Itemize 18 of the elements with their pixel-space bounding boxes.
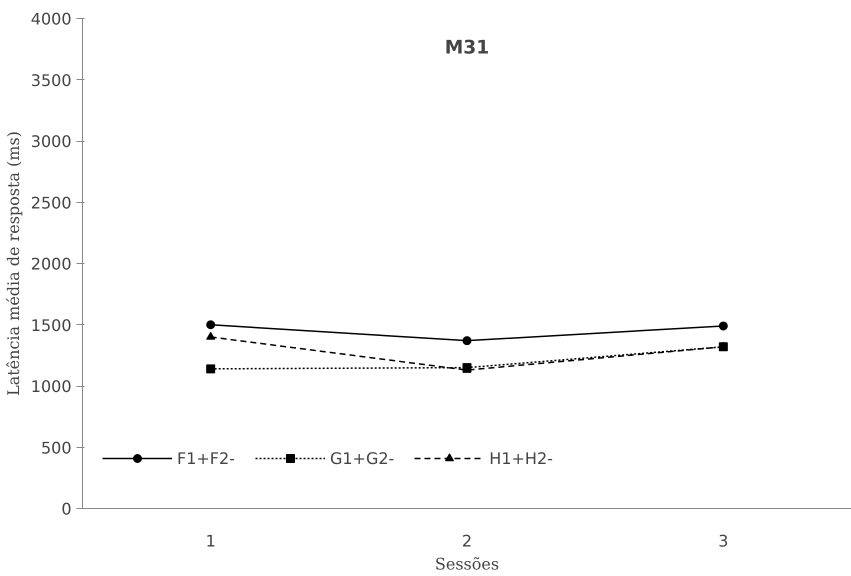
y-tick-label: 1000: [30, 377, 72, 396]
x-tick-label: 3: [718, 532, 728, 550]
y-tick-label: 500: [40, 438, 72, 458]
y-axis-title: Latência média de resposta (ms): [4, 131, 23, 396]
y-tick-label: 1500: [30, 316, 72, 335]
y-tick-label: 0: [61, 500, 72, 518]
y-tick-label: 2500: [30, 193, 72, 212]
legend-label: G1+G2-: [330, 448, 394, 468]
x-axis-title: Sessões: [434, 554, 500, 574]
y-tick-label: 2000: [30, 254, 72, 274]
y-tick-label: 3500: [30, 70, 72, 90]
x-tick-label: 2: [462, 532, 472, 550]
y-tick-label: 3000: [30, 132, 72, 151]
x-tick-label: 1: [206, 532, 216, 550]
y-tick-label: 4000: [30, 10, 72, 28]
legend-label: F1+F2-: [177, 448, 235, 468]
text: M31: [444, 38, 490, 58]
legend-label: H1+H2-: [489, 448, 553, 468]
